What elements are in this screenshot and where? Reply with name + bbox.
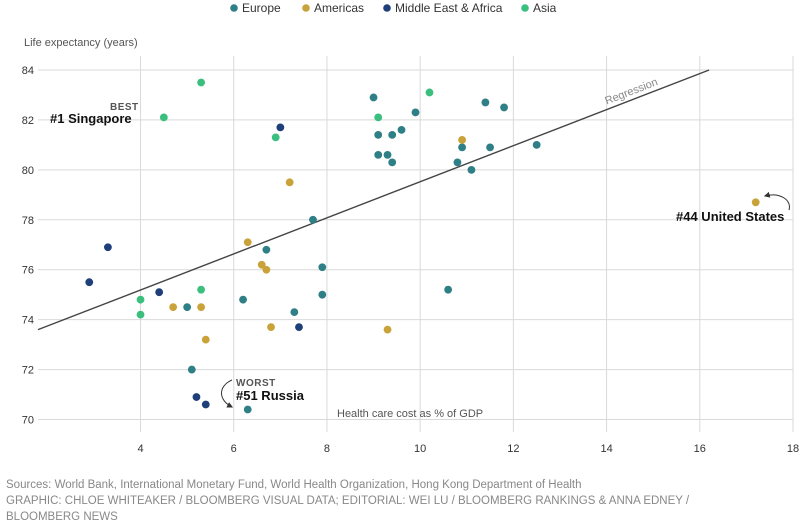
data-point <box>169 303 178 312</box>
data-point <box>374 113 383 122</box>
data-point <box>187 365 196 374</box>
legend: Europe Americas Middle East & Africa Asia <box>230 1 557 15</box>
data-point <box>239 295 247 304</box>
legend-marker <box>521 4 529 12</box>
data-point <box>197 303 206 312</box>
sources-text: Sources: World Bank, International Monet… <box>6 479 582 491</box>
y-tick-label: 72 <box>22 365 34 377</box>
best-label: BEST <box>110 102 139 113</box>
data-point <box>262 245 271 254</box>
data-point <box>285 178 294 187</box>
x-tick-label: 6 <box>231 443 237 455</box>
legend-marker <box>230 4 238 12</box>
y-tick-label: 70 <box>22 415 34 427</box>
data-point <box>383 325 392 334</box>
data-point <box>318 290 327 299</box>
data-point <box>486 143 494 152</box>
x-tick-label: 14 <box>600 443 612 455</box>
data-points <box>85 78 760 414</box>
data-point <box>192 393 201 401</box>
russia-label: #51 Russia <box>236 388 305 403</box>
data-point <box>444 285 453 294</box>
data-point <box>318 263 327 272</box>
data-point <box>453 158 462 167</box>
credits-line-2: BLOOMBERG NEWS <box>6 511 118 523</box>
data-point <box>374 130 383 139</box>
y-tick-label: 78 <box>22 215 34 227</box>
data-point <box>374 150 383 159</box>
data-point <box>369 93 378 102</box>
axis-ticks: 4 6 8 10 12 14 16 18 70 72 74 76 78 80 82 84 <box>22 65 799 455</box>
x-tick-label: 12 <box>507 443 519 455</box>
singapore-label: #1 Singapore <box>50 111 132 126</box>
x-tick-label: 18 <box>787 443 799 455</box>
x-tick-label: 10 <box>414 443 426 455</box>
legend-marker <box>302 4 310 12</box>
data-point <box>467 165 476 174</box>
russia-arrow <box>221 379 234 408</box>
grid <box>38 56 794 432</box>
footer: Sources: World Bank, International Monet… <box>6 477 786 525</box>
data-point <box>458 135 467 144</box>
regression-line <box>37 69 710 331</box>
data-point <box>388 130 397 139</box>
data-point <box>201 335 210 344</box>
y-tick-label: 76 <box>22 265 34 277</box>
y-tick-label: 80 <box>22 165 34 177</box>
data-point <box>155 288 164 297</box>
data-point <box>411 108 420 117</box>
data-point <box>243 405 252 414</box>
worst-label: WORST <box>236 378 276 389</box>
y-axis-label: Life expectancy (years) <box>24 37 138 49</box>
x-tick-label: 8 <box>324 443 330 455</box>
data-point <box>197 78 206 87</box>
y-tick-label: 82 <box>22 115 34 127</box>
data-point <box>104 243 112 252</box>
data-point <box>383 150 392 159</box>
data-point <box>751 198 760 207</box>
data-point <box>183 303 192 312</box>
data-point <box>257 260 266 269</box>
data-point <box>290 308 299 317</box>
legend-label: Middle East & Africa <box>395 1 503 15</box>
data-point <box>271 133 280 142</box>
data-point <box>243 238 252 247</box>
us-label: #44 United States <box>676 209 784 224</box>
x-axis-label: Health care cost as % of GDP <box>337 408 483 420</box>
data-point <box>425 88 434 97</box>
data-point <box>309 215 317 224</box>
y-tick-label: 74 <box>22 315 34 327</box>
legend-marker <box>383 4 391 12</box>
data-point <box>267 323 275 332</box>
x-tick-label: 4 <box>137 443 143 455</box>
credits-line-1: GRAPHIC: CHLOE WHITEAKER / BLOOMBERG VIS… <box>6 495 690 507</box>
data-point <box>276 123 285 132</box>
x-tick-label: 16 <box>694 443 706 455</box>
data-point <box>532 140 541 149</box>
legend-label: Europe <box>242 1 281 15</box>
data-point <box>136 310 145 319</box>
legend-label: Americas <box>314 1 364 15</box>
data-point <box>197 285 206 294</box>
data-point <box>295 323 303 332</box>
data-point <box>159 113 168 122</box>
data-point <box>388 158 397 167</box>
legend-label: Asia <box>533 1 557 15</box>
data-point <box>397 126 406 134</box>
data-point <box>500 103 508 112</box>
data-point <box>85 278 94 287</box>
y-tick-label: 84 <box>22 65 34 77</box>
data-point <box>262 265 271 274</box>
us-arrow <box>763 191 790 211</box>
data-point <box>201 400 210 409</box>
data-point <box>458 143 467 152</box>
scatter-chart: Europe Americas Middle East & Africa Asia 4… <box>22 1 799 455</box>
data-point <box>136 295 145 304</box>
data-point <box>481 98 490 107</box>
